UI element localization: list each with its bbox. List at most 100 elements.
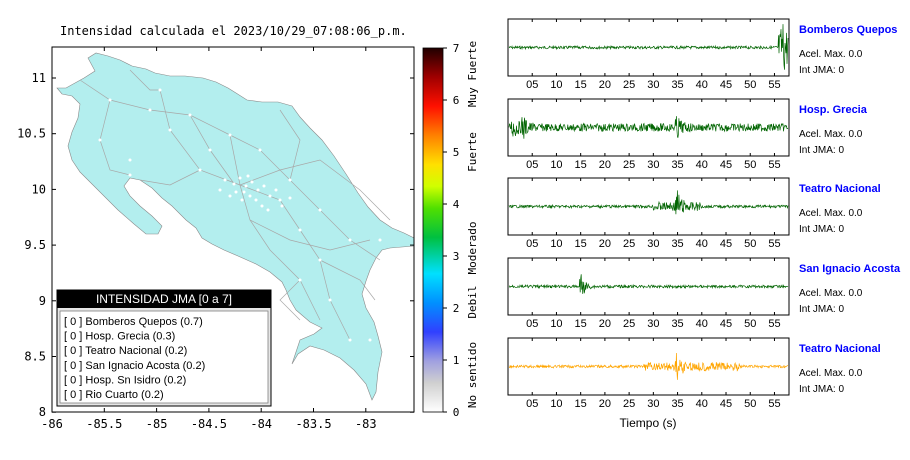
station-accel: Acel. Max. 0.0 xyxy=(799,208,863,219)
waveform-panel: 05 10 15 20 25 30 35 40 45 50 55 San Ignacio Acosta… xyxy=(507,257,901,330)
waveform-tick-label: 20 xyxy=(599,159,611,171)
map-x-tick-label: -83.5 xyxy=(295,417,331,431)
map-x-tick-label: -84.5 xyxy=(191,417,227,431)
map-y-tick-label: 11 xyxy=(32,71,46,85)
station-jma: Int JMA: 0 xyxy=(799,65,844,76)
legend-entry: [ 0 ] Teatro Nacional (0.2) xyxy=(64,345,187,357)
waveform-tick-label: 20 xyxy=(599,318,611,330)
station-dots xyxy=(98,88,382,342)
colorbar-category-label: Moderado xyxy=(466,222,479,275)
station-accel: Acel. Max. 0.0 xyxy=(799,129,863,140)
map-y-axis: 11 10.5 10 9.5 9 8.5 8 xyxy=(17,71,414,419)
colorbar-gradient xyxy=(422,47,444,413)
waveform-panel: 05 10 15 20 25 30 35 40 45 50 55 Bomberos Quepos Ace… xyxy=(507,18,897,91)
map-x-tick-label: -85.5 xyxy=(86,417,122,431)
waveform-tick-label: 55 xyxy=(768,159,780,171)
waveform-tick-label: 20 xyxy=(599,398,611,410)
station-jma: Int JMA: 0 xyxy=(799,384,844,395)
map-y-tick-label: 9 xyxy=(39,294,46,308)
waveform-tick-label: 50 xyxy=(744,79,756,91)
legend-entry: [ 0 ] Rio Cuarto (0.2) xyxy=(64,389,164,401)
waveform-tick-label: 55 xyxy=(768,79,780,91)
waveform-tick-label: 40 xyxy=(696,159,708,171)
waveform-trace xyxy=(508,190,789,215)
waveform-tick-label: 35 xyxy=(671,318,683,330)
map-title: Intensidad calculada el 2023/10/29_07:08… xyxy=(60,24,407,38)
waveform-tick-label: 50 xyxy=(744,238,756,250)
station-accel: Acel. Max. 0.0 xyxy=(799,49,863,60)
map-y-tick-label: 8 xyxy=(39,405,46,419)
station-name: Hosp. Grecia xyxy=(799,104,868,116)
waveform-tick-label: 30 xyxy=(647,318,659,330)
colorbar-tick-label: 0 xyxy=(453,406,460,419)
costa-rica-landmass xyxy=(56,52,414,401)
colorbar-tick-label: 7 xyxy=(453,42,460,55)
map-y-tick-label: 8.5 xyxy=(24,350,46,364)
colorbar-category-label: Muy Fuerte xyxy=(466,41,479,107)
station-name: Teatro Nacional xyxy=(799,343,881,355)
waveform-tick-label: 25 xyxy=(623,79,635,91)
colorbar-tick-label: 2 xyxy=(453,302,460,315)
station-jma: Int JMA: 0 xyxy=(799,304,844,315)
waveform-tick-label: 45 xyxy=(720,318,732,330)
waveform-trace xyxy=(508,24,789,70)
waveform-tick-label: 35 xyxy=(671,238,683,250)
waveform-panel: 05 10 15 20 25 30 35 40 45 50 55 Hosp. Grecia Acel. … xyxy=(507,98,868,171)
map-x-axis: -86 -85.5 -85 -84.5 -84 -83.5 -83 xyxy=(41,47,377,431)
waveform-tick-label: 30 xyxy=(647,79,659,91)
waveform-tick-label: 45 xyxy=(720,398,732,410)
waveform-tick-label: 50 xyxy=(744,398,756,410)
legend-title: INTENSIDAD JMA [0 a 7] xyxy=(96,292,232,306)
waveform-tick-label: 15 xyxy=(575,398,587,410)
waveform-tick-label: 35 xyxy=(671,79,683,91)
legend-entry: [ 0 ] Hosp. Sn Isidro (0.2) xyxy=(64,374,186,386)
station-jma: Int JMA: 0 xyxy=(799,145,844,156)
legend-header xyxy=(57,290,271,308)
waveform-tick-label: 15 xyxy=(575,159,587,171)
waveform-tick-label: 05 xyxy=(526,159,538,171)
station-name: Teatro Nacional xyxy=(799,183,881,195)
map-x-tick-label: -86 xyxy=(41,417,63,431)
waveform-tick-label: 40 xyxy=(696,398,708,410)
map-x-tick-label: -83 xyxy=(355,417,377,431)
waveform-tick-label: 25 xyxy=(623,318,635,330)
waveform-trace xyxy=(508,116,789,139)
station-name: Bomberos Quepos xyxy=(799,24,897,36)
waveform-tick-label: 05 xyxy=(526,79,538,91)
colorbar-tick-label: 3 xyxy=(453,250,460,263)
waveform-tick-label: 40 xyxy=(696,79,708,91)
waveform-tick-label: 55 xyxy=(768,318,780,330)
waveform-tick-label: 35 xyxy=(671,159,683,171)
waveform-tick-label: 40 xyxy=(696,318,708,330)
intensity-legend: INTENSIDAD JMA [0 a 7] [ 0 ] Bomberos Qu… xyxy=(56,289,272,407)
colorbar-category-label: Debil xyxy=(466,285,479,318)
waveform-tick-label: 40 xyxy=(696,238,708,250)
waveform-trace xyxy=(508,352,789,380)
map-y-tick-label: 10 xyxy=(32,182,46,196)
station-accel: Acel. Max. 0.0 xyxy=(799,368,863,379)
station-jma: Int JMA: 0 xyxy=(799,224,844,235)
waveform-tick-label: 15 xyxy=(575,238,587,250)
legend-entry: [ 0 ] San Ignacio Acosta (0.2) xyxy=(64,360,205,372)
waveform-panels: 05 10 15 20 25 30 35 40 45 50 55 Bomberos Quepos Ace… xyxy=(507,18,901,410)
waveform-tick-label: 55 xyxy=(768,238,780,250)
waveform-tick-label: 25 xyxy=(623,159,635,171)
waveform-tick-label: 20 xyxy=(599,238,611,250)
waveform-tick-label: 10 xyxy=(550,159,562,171)
waveform-tick-label: 05 xyxy=(526,238,538,250)
colorbar-category-label: Fuerte xyxy=(466,132,479,172)
waveform-tick-label: 25 xyxy=(623,238,635,250)
intensity-colorbar: 7 6 5 4 3 2 1 0 Muy Fuerte Fuerte Moderado Debil No… xyxy=(422,41,479,419)
colorbar-tick-label: 6 xyxy=(453,94,460,107)
map-x-tick-label: -84 xyxy=(250,417,272,431)
colorbar-tick-label: 1 xyxy=(453,354,460,367)
waveform-tick-label: 45 xyxy=(720,79,732,91)
waveform-tick-label: 30 xyxy=(647,238,659,250)
station-accel: Acel. Max. 0.0 xyxy=(799,288,863,299)
legend-entry: [ 0 ] Bomberos Quepos (0.7) xyxy=(64,316,203,328)
legend-entry: [ 0 ] Hosp. Grecia (0.3) xyxy=(64,331,175,343)
waveform-xlabel: Tiempo (s) xyxy=(620,416,677,430)
waveform-tick-label: 55 xyxy=(768,398,780,410)
map-y-tick-label: 10.5 xyxy=(17,127,46,141)
